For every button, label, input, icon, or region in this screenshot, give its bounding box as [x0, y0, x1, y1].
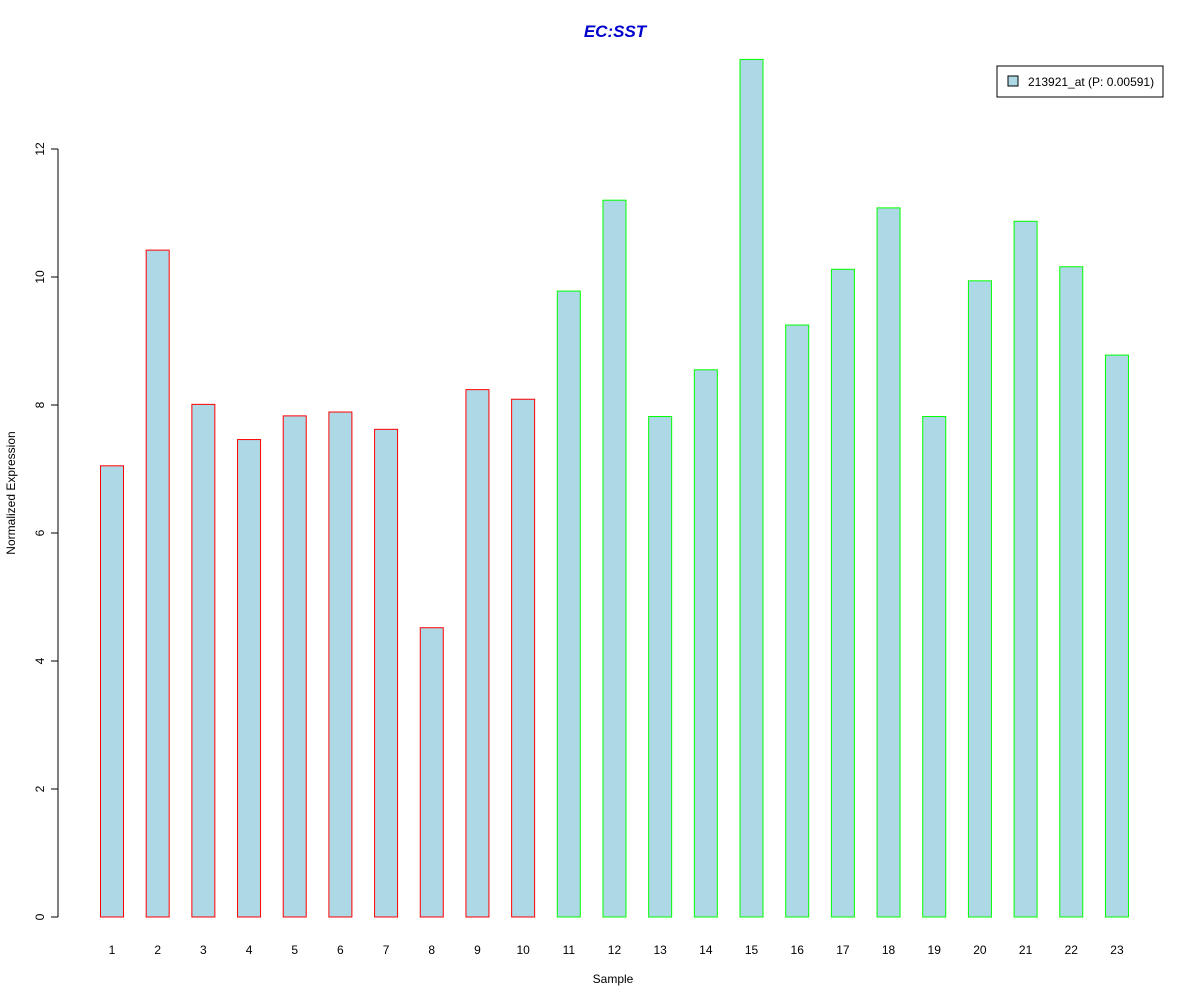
y-tick-label: 4	[33, 657, 47, 664]
x-tick-label: 4	[246, 943, 253, 957]
bar-sample-3	[191, 403, 216, 918]
chart-title: EC:SST	[584, 22, 648, 41]
bar-sample-9	[465, 389, 490, 918]
x-tick-label: 17	[836, 943, 850, 957]
x-tick-label: 11	[563, 943, 576, 957]
bar-sample-21	[1013, 220, 1038, 918]
y-axis-label: Normalized Expression	[4, 431, 18, 554]
x-tick-label: 9	[474, 943, 481, 957]
x-tick-label: 15	[745, 943, 759, 957]
bar-sample-19	[922, 416, 947, 918]
y-axis-ticks: 0 2 4 6 8 10 12	[33, 142, 58, 920]
x-tick-label: 10	[516, 943, 530, 957]
x-tick-label: 19	[928, 943, 942, 957]
x-tick-label: 20	[973, 943, 987, 957]
y-tick-label: 8	[33, 401, 47, 408]
bar-sample-22	[1059, 266, 1084, 918]
bar-sample-2	[145, 249, 170, 918]
bar-sample-4	[237, 439, 262, 918]
x-tick-label: 1	[109, 943, 116, 957]
legend-label: 213921_at (P: 0.00591)	[1028, 75, 1154, 89]
bar-sample-12	[602, 199, 627, 918]
x-tick-label: 12	[608, 943, 622, 957]
bar-sample-7	[374, 428, 399, 918]
x-tick-label: 23	[1110, 943, 1124, 957]
y-tick-label: 12	[33, 142, 47, 156]
bar-sample-13	[648, 416, 673, 918]
y-tick-label: 10	[33, 270, 47, 284]
bar-sample-5	[282, 415, 307, 918]
x-tick-label: 22	[1065, 943, 1079, 957]
x-tick-label: 2	[154, 943, 161, 957]
bar-sample-18	[876, 207, 901, 918]
bar-sample-16	[785, 324, 810, 918]
x-tick-label: 18	[882, 943, 896, 957]
bar-sample-20	[967, 280, 992, 918]
bar-sample-6	[328, 411, 353, 918]
bar-sample-1	[100, 465, 124, 918]
bar-sample-15	[739, 58, 764, 918]
legend-swatch	[1007, 75, 1019, 87]
y-tick-label: 2	[33, 785, 47, 792]
y-tick-label: 6	[33, 529, 47, 536]
bar-sample-8	[419, 627, 444, 918]
legend: 213921_at (P: 0.00591)	[996, 65, 1164, 98]
x-tick-label: 21	[1019, 943, 1033, 957]
bar-sample-23	[1104, 354, 1129, 918]
bar-sample-14	[693, 369, 718, 918]
x-tick-label: 8	[428, 943, 435, 957]
x-tick-label: 3	[200, 943, 207, 957]
x-axis-label: Sample	[593, 972, 634, 986]
y-tick-label: 0	[33, 913, 47, 920]
bars-group	[100, 58, 1129, 918]
x-tick-label: 6	[337, 943, 344, 957]
legend-box	[996, 65, 1164, 98]
x-tick-label: 14	[699, 943, 713, 957]
bar-sample-11	[556, 290, 581, 918]
bar-sample-10	[511, 398, 536, 918]
x-axis-tick-labels: 1 2 3 4 5 6 7 8 9 10 11 12 13 14 15 16 17 18 19 20 21 22 23	[109, 943, 1124, 957]
bar-sample-17	[830, 268, 855, 918]
x-tick-label: 16	[791, 943, 805, 957]
x-tick-label: 7	[383, 943, 390, 957]
x-tick-label: 13	[653, 943, 667, 957]
x-tick-label: 5	[291, 943, 298, 957]
